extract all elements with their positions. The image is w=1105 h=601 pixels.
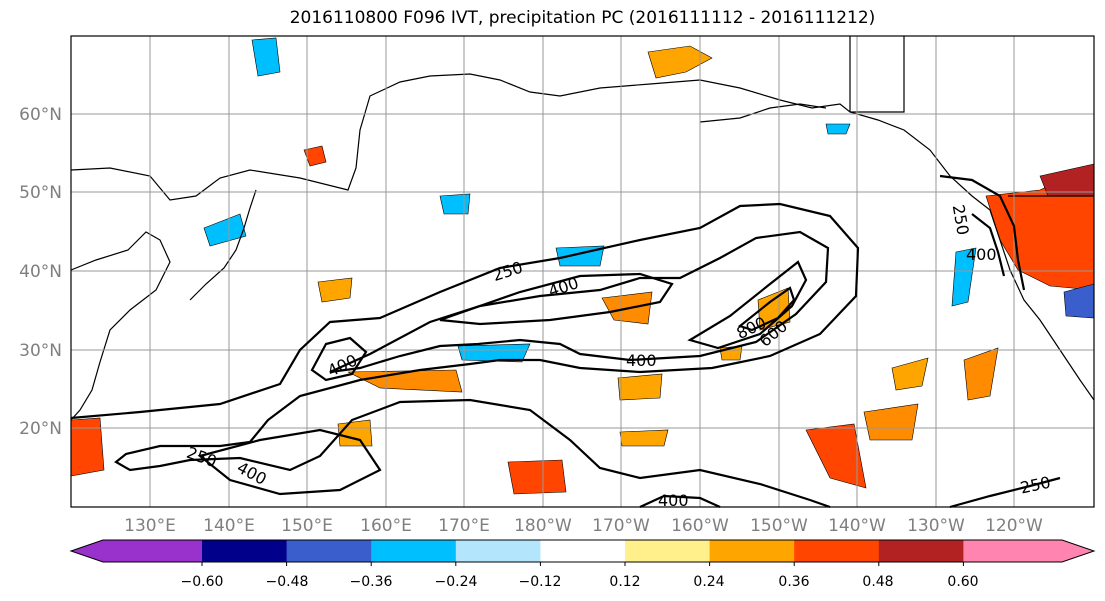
- lon-tick-label: 170°E: [438, 516, 490, 536]
- colorbar-segment: [794, 540, 880, 562]
- precip-patch-kamchatka: [303, 145, 327, 167]
- precip-patch-south-b: [617, 373, 663, 401]
- lat-tick-label: 20°N: [19, 419, 62, 439]
- coast-japan: [189, 189, 257, 301]
- colorbar-tick-label: 0.36: [778, 574, 809, 590]
- ivt-contour-400-inner: [439, 272, 674, 326]
- ivt-contour-250-se: [949, 476, 1061, 509]
- lat-tick-label: 50°N: [19, 183, 62, 203]
- precip-patch-neg-japan: [203, 213, 247, 247]
- colorbar-tick-label: −0.48: [266, 574, 309, 590]
- ivt-contour-600: [687, 260, 808, 350]
- colorbar: [69, 539, 1096, 566]
- lon-tick-label: 140°W: [828, 516, 886, 536]
- map-frame: [70, 35, 1095, 508]
- precip-patch-ar-core: [757, 287, 791, 331]
- colorbar-segment: [540, 540, 626, 562]
- colorbar-tick-label: −0.24: [435, 574, 478, 590]
- contour-label-400-c: 400: [626, 351, 657, 370]
- colorbar-segment: [202, 540, 288, 562]
- lat-tick-label: 60°N: [19, 105, 62, 125]
- ivt-contour-400-south: [197, 428, 382, 496]
- precip-patch-east-b: [863, 403, 919, 441]
- colorbar-tick-label: 0.60: [947, 574, 978, 590]
- colorbar-tick-label: 0.48: [862, 574, 893, 590]
- lat-tick-labels: 20°N 30°N 40°N 50°N 60°N: [19, 105, 62, 439]
- colorbar-segment: [963, 540, 1063, 562]
- coast-alaska-peninsula: [699, 103, 827, 123]
- precip-patch-sw: [337, 419, 373, 447]
- lon-tick-label: 130°W: [907, 516, 965, 536]
- colorbar-tick-label: −0.36: [350, 574, 393, 590]
- lon-tick-label: 140°E: [203, 516, 255, 536]
- lon-tick-label: 150°W: [750, 516, 808, 536]
- coastlines: [70, 36, 1095, 421]
- lon-tick-labels: 130°E 140°E 150°E 160°E 170°E 180°W 170°…: [124, 516, 1043, 536]
- border-ak-canada: [849, 36, 905, 113]
- lon-tick-label: 160°E: [360, 516, 412, 536]
- ivt-contour-400-main: [329, 230, 830, 374]
- contour-label-400-e: 400: [966, 245, 997, 264]
- colorbar-segment: [878, 540, 964, 562]
- colorbar-extend-high: [1062, 540, 1094, 562]
- ivt-contour-250-main: [70, 202, 860, 509]
- precip-patch-east-d: [891, 357, 929, 391]
- precip-patch-neg-mid: [439, 193, 471, 215]
- precip-patch-neg-coast: [951, 247, 977, 307]
- colorbar-tick-label: −0.60: [181, 574, 224, 590]
- colorbar-extend-low: [71, 540, 103, 562]
- colorbar-ticks: −0.60 −0.48 −0.36 −0.24 −0.12 0.12 0.24 …: [181, 574, 979, 590]
- colorbar-outline: [69, 539, 1096, 563]
- precip-patch-aleutian: [647, 45, 713, 79]
- precip-patch-neg-north: [251, 37, 281, 77]
- ivt-contour-400-bottom: [639, 494, 721, 509]
- ivt-contour-250-ne: [939, 174, 1026, 291]
- precip-patch-west-central: [317, 277, 353, 303]
- colorbar-segment: [625, 540, 711, 562]
- lon-tick-label: 150°E: [281, 516, 333, 536]
- contour-label-400-f: 400: [658, 491, 689, 510]
- colorbar-segment: [371, 540, 457, 562]
- lon-tick-label: 180°W: [514, 516, 572, 536]
- colorbar-segment: [286, 540, 372, 562]
- lon-tick-label: 160°W: [671, 516, 729, 536]
- precip-patch-low-lat: [619, 429, 669, 447]
- coast-korea-china: [70, 231, 171, 421]
- precip-patch-neg-ak: [825, 123, 851, 135]
- colorbar-tick-label: 0.24: [693, 574, 724, 590]
- precip-patch-east-c: [963, 347, 999, 401]
- precip-patch-south-a: [507, 459, 567, 495]
- chart-title: 2016110800 F096 IVT, precipitation PC (2…: [289, 8, 876, 28]
- ivt-contour-400-ne: [971, 213, 1006, 277]
- colorbar-tick-label: −0.12: [519, 574, 562, 590]
- colorbar-segment: [103, 540, 203, 562]
- ivt-contour-400-sw: [310, 336, 368, 382]
- colorbar-tick-label: 0.12: [609, 574, 640, 590]
- precip-patch-philippines: [70, 417, 105, 477]
- precip-patch-neg-band: [457, 343, 531, 363]
- lat-tick-label: 30°N: [19, 341, 62, 361]
- ivt-contour-800: [737, 286, 796, 332]
- colorbar-segment: [709, 540, 795, 562]
- ivt-contours: [70, 174, 1061, 509]
- gridlines: [71, 36, 1094, 507]
- lat-tick-label: 40°N: [19, 262, 62, 282]
- lon-tick-label: 120°W: [985, 516, 1043, 536]
- lon-tick-label: 170°W: [592, 516, 650, 536]
- colorbar-segment: [455, 540, 541, 562]
- lon-tick-label: 130°E: [124, 516, 176, 536]
- precip-patch-east-a: [805, 423, 867, 489]
- coast-asia: [70, 73, 1095, 401]
